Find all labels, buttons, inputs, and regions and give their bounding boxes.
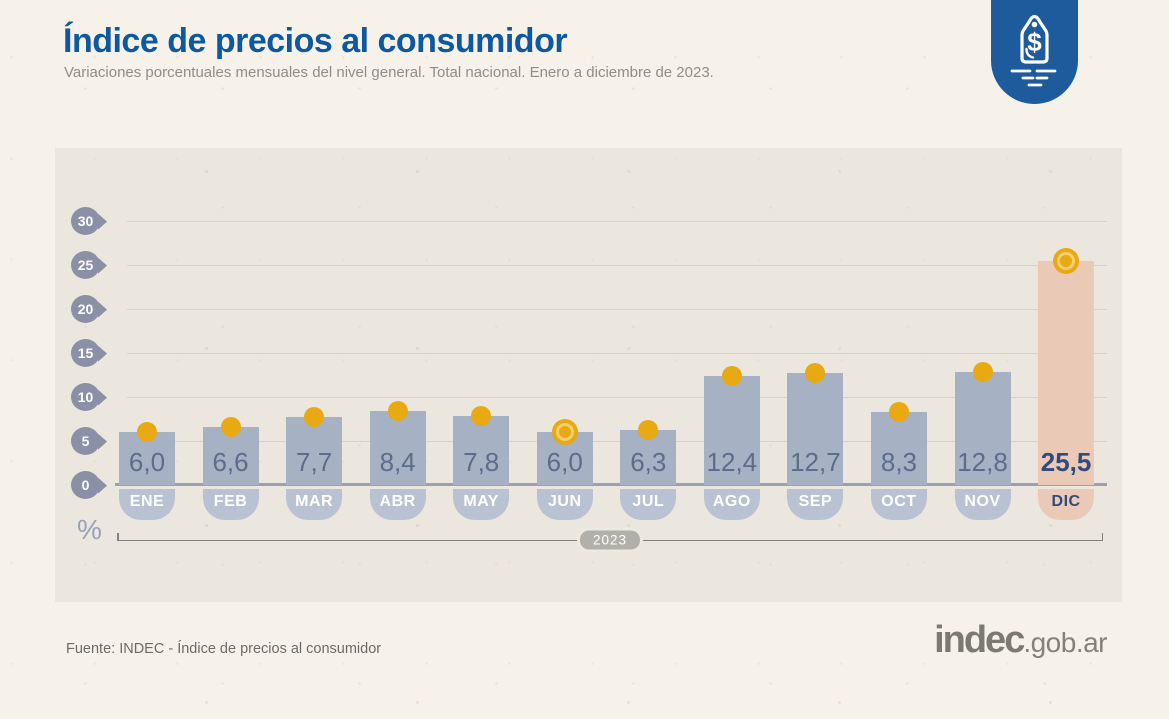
month-column-nov: 12,8 NOV [954,148,1011,602]
source-note: Fuente: INDEC - Índice de precios al con… [66,641,382,657]
month-label-may: MAY [453,489,510,520]
month-column-dic: 25,5 DIC [1038,148,1095,602]
page-subtitle: Variaciones porcentuales mensuales del n… [64,64,714,81]
page-title: Índice de precios al consumidor [63,22,568,60]
month-label-jul: JUL [620,489,677,520]
year-label: 2023 [576,527,644,553]
data-point-dot-feb [220,416,241,437]
month-column-sep: 12,7 SEP [787,148,844,602]
y-axis-tick-0: 0 [71,471,100,499]
month-label-mar: MAR [286,489,343,520]
y-axis-tick-20: 20 [71,295,100,323]
gridline-25 [127,265,1107,266]
gridline-15 [127,353,1107,354]
chart-panel: 6,0 ENE 6,6 FEB 7,7 MAR 8,4 ABR 7,8 MAY 6,0 JUN 6,3 J… [55,148,1122,602]
y-axis-tick-10: 10 [71,383,100,411]
bar-dic [1038,260,1095,485]
y-axis-tick-30: 30 [71,207,100,235]
gridline-20 [127,309,1107,310]
bar-value-jul: 6,3 [630,447,667,477]
bar-value-dic: 25,5 [1040,447,1092,477]
month-label-feb: FEB [202,489,259,520]
bar-sep [787,373,844,485]
data-point-dot-oct [888,401,909,422]
bar-value-ene: 6,0 [128,447,166,477]
bar-value-may: 7,8 [463,447,500,477]
data-point-dot-jul [638,419,659,440]
bar-value-abr: 8,4 [379,447,416,477]
data-point-dot-nov [972,362,993,383]
data-point-dot-abr [387,401,408,422]
percent-axis-label: % [77,514,102,545]
bar-value-feb: 6,6 [212,447,249,477]
gridline-10 [127,397,1107,398]
month-column-mar: 7,7 MAR [286,148,343,602]
data-point-dot-ago [721,365,742,386]
month-label-ago: AGO [703,489,760,520]
month-label-dic: DIC [1038,489,1095,520]
year-bracket: 2023 [117,527,1103,553]
bar-ago [703,375,760,485]
price-tag-icon: $ [1010,14,1057,87]
gridline-5 [127,441,1107,442]
bar-value-mar: 7,7 [296,447,333,477]
bar-oct [870,411,927,485]
y-axis-tick-25: 25 [71,251,100,279]
price-tag-badge: $ [991,0,1078,104]
month-column-feb: 6,6 FEB [202,148,259,602]
month-column-oct: 8,3 OCT [870,148,927,602]
bar-value-jun: 6,0 [546,447,583,477]
bar-may [453,416,510,485]
data-point-dot-sep [805,363,826,384]
bar-value-ago: 12,4 [706,447,758,477]
indec-logo-domain: .gob.ar [1023,627,1107,658]
bar-nov [954,372,1011,485]
month-label-abr: ABR [369,489,426,520]
data-point-dot-mar [304,407,325,428]
bar-mar [286,417,343,485]
month-column-ago: 12,4 AGO [703,148,760,602]
month-label-nov: NOV [954,489,1011,520]
bar-value-oct: 8,3 [880,447,918,477]
data-point-dot-ene [137,422,157,443]
indec-logo-wordmark: indec [934,619,1025,661]
month-column-jul: 6,3 JUL [620,148,677,602]
x-axis-line [115,483,1107,486]
month-column-abr: 8,4 ABR [369,148,426,602]
data-point-ring-dot-jun [551,419,578,446]
month-label-sep: SEP [787,489,844,520]
data-point-ring-dot-dic [1053,247,1080,274]
gridline-30 [127,221,1107,222]
svg-text:$: $ [1027,27,1042,57]
month-column-ene: 6,0 ENE [119,148,175,602]
data-point-dot-may [471,406,492,427]
y-axis-tick-5: 5 [71,427,100,455]
month-label-oct: OCT [870,489,927,520]
month-label-jun: JUN [536,489,593,520]
indec-logo: indec.gob.ar [934,619,1107,662]
bar-value-nov: 12,8 [957,447,1008,477]
bar-value-sep: 12,7 [790,447,841,477]
month-column-may: 7,8 MAY [453,148,510,602]
y-axis-tick-15: 15 [71,339,100,367]
month-label-ene: ENE [119,489,175,520]
bar-abr [369,411,426,485]
month-column-jun: 6,0 JUN [536,148,593,602]
